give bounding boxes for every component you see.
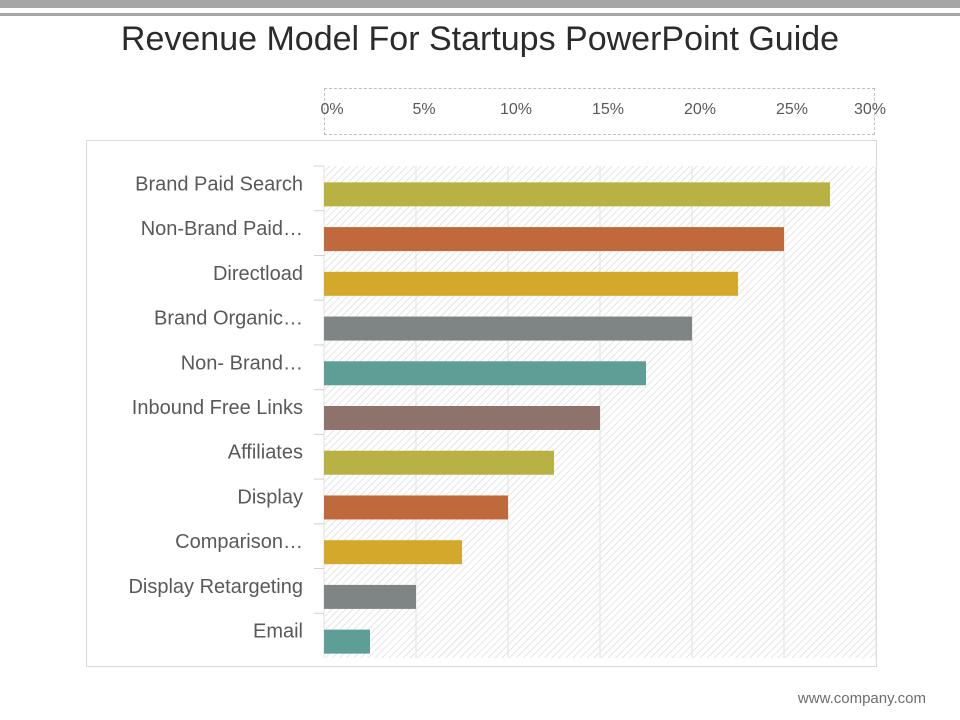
bar (324, 182, 830, 207)
x-tick-label: 20% (684, 101, 716, 118)
bar (324, 271, 738, 296)
bar (324, 227, 784, 252)
x-tick-label: 10% (500, 101, 532, 118)
category-label: Non- Brand… (181, 352, 303, 374)
bar (324, 406, 600, 430)
category-label: Directload (213, 263, 303, 285)
slide-title: Revenue Model For Startups PowerPoint Gu… (120, 20, 840, 58)
x-tick-label: 0% (320, 101, 343, 118)
x-tick-label: 5% (412, 101, 435, 118)
bar (324, 495, 508, 520)
bar (324, 361, 646, 386)
x-tick-label: 25% (776, 101, 808, 118)
category-label: Inbound Free Links (132, 397, 303, 419)
top-decor-line (0, 13, 960, 16)
bar (324, 629, 370, 654)
bar (324, 584, 416, 609)
category-label: Affiliates (228, 442, 303, 464)
x-tick-label: 15% (592, 101, 624, 118)
category-label: Email (253, 621, 303, 643)
category-label: Brand Organic… (154, 308, 303, 330)
footer-url: www.company.com (797, 690, 926, 707)
bar (324, 540, 462, 565)
category-label: Display Retargeting (128, 576, 303, 598)
category-label: Brand Paid Search (135, 173, 303, 195)
x-axis-box (324, 88, 875, 135)
bar (324, 450, 554, 475)
category-label: Comparison… (175, 531, 303, 553)
category-label: Non-Brand Paid… (141, 218, 303, 240)
x-tick-label: 30% (854, 101, 886, 118)
bar (324, 316, 692, 341)
category-label: Display (237, 486, 303, 508)
top-decor-bar (0, 0, 960, 8)
